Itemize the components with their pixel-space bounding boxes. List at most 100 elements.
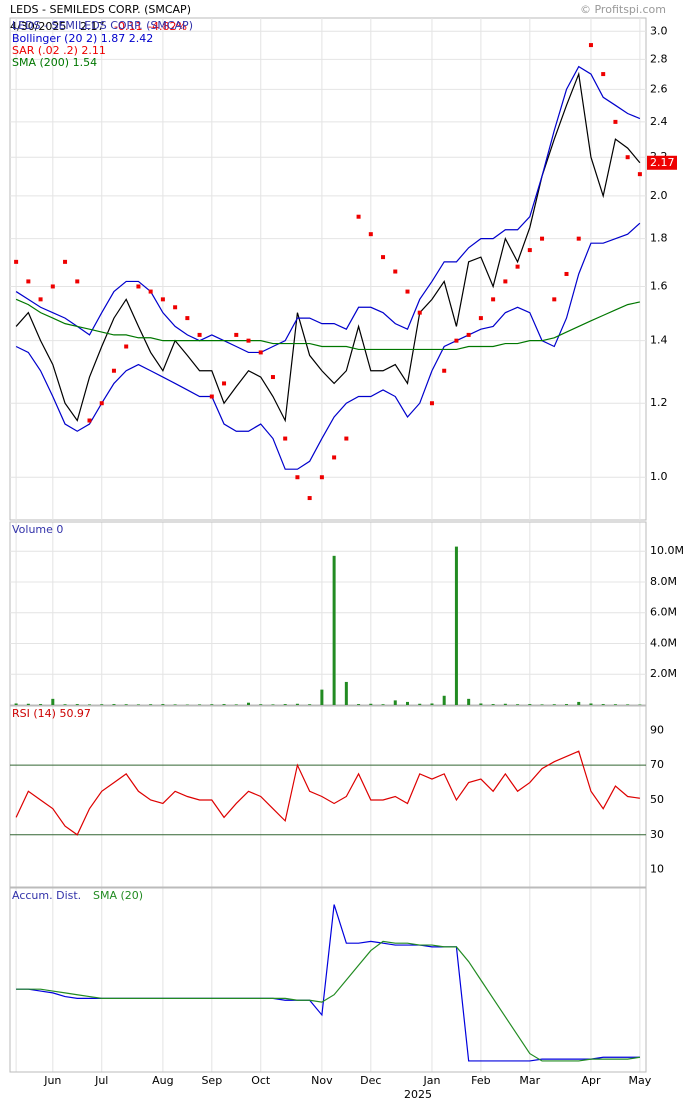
volume-bar: [492, 704, 495, 705]
volume-bar: [602, 704, 605, 705]
sar-dot: [75, 279, 79, 283]
sar-dot: [528, 248, 532, 252]
y-tick-label: 70: [650, 758, 664, 771]
y-tick-label: 8.0M: [650, 575, 677, 588]
y-tick-label: 6.0M: [650, 606, 677, 619]
sar-dot: [418, 311, 422, 315]
x-tick-label: Feb: [471, 1074, 490, 1087]
sar-dot: [577, 237, 581, 241]
year-label: 2025: [404, 1088, 432, 1101]
volume-bar: [528, 704, 531, 705]
y-tick-label: 90: [650, 723, 664, 736]
volume-bar: [430, 703, 433, 705]
volume-bar: [223, 704, 226, 705]
sar-dot: [638, 172, 642, 176]
sar-dot: [344, 437, 348, 441]
sar-dot: [51, 284, 55, 288]
volume-bar: [112, 704, 115, 705]
sar-dot: [161, 297, 165, 301]
y-tick-label: 1.0: [650, 470, 668, 483]
volume-bar: [418, 704, 421, 705]
y-tick-label: 1.8: [650, 232, 668, 245]
sar-dot: [14, 260, 18, 264]
x-tick-label: Mar: [519, 1074, 540, 1087]
legend-entry: SMA (200) 1.54: [12, 56, 97, 69]
sar-dot: [295, 475, 299, 479]
sar-dot: [259, 350, 263, 354]
volume-bar: [235, 704, 238, 705]
volume-bar: [626, 704, 629, 705]
volume-bar: [369, 704, 372, 705]
y-tick-label: 1.2: [650, 396, 668, 409]
volume-bar: [39, 704, 42, 705]
x-tick-label: May: [629, 1074, 652, 1087]
sar-dot: [271, 375, 275, 379]
x-tick-label: Sep: [201, 1074, 222, 1087]
sar-dot: [381, 255, 385, 259]
sar-dot: [393, 270, 397, 274]
chart-title: LEDS - SEMILEDS CORP. (SMCAP): [10, 3, 191, 16]
panel-title: LEDS - SEMILEDS CORP. (SMCAP): [12, 19, 193, 32]
sar-dot: [601, 72, 605, 76]
volume-bar: [51, 699, 54, 705]
volume-bar: [174, 704, 177, 705]
sar-dot: [39, 297, 43, 301]
sar-dot: [88, 419, 92, 423]
sar-dot: [589, 43, 593, 47]
volume-bar: [259, 704, 262, 705]
sar-dot: [369, 232, 373, 236]
volume-bar: [541, 704, 544, 705]
x-tick-label: Oct: [251, 1074, 271, 1087]
volume-bar: [394, 700, 397, 705]
sar-dot: [210, 395, 214, 399]
sar-dot: [149, 290, 153, 294]
watermark: © Profitspi.com: [580, 3, 666, 16]
sar-dot: [406, 290, 410, 294]
panel-title: Volume 0: [12, 523, 63, 536]
sar-dot: [540, 237, 544, 241]
volume-bar: [27, 704, 30, 705]
volume-bar: [198, 704, 201, 705]
volume-bar: [88, 704, 91, 705]
volume-bar: [296, 704, 299, 705]
sar-dot: [136, 284, 140, 288]
sar-dot: [63, 260, 67, 264]
panel-title: RSI (14) 50.97: [12, 707, 91, 720]
y-tick-label: 3.0: [650, 24, 668, 37]
y-tick-label: 2.8: [650, 52, 668, 65]
volume-bar: [308, 704, 311, 705]
volume-bar: [125, 704, 128, 705]
sar-dot: [491, 297, 495, 301]
y-tick-label: 10: [650, 863, 664, 876]
y-tick-label: 2.0M: [650, 667, 677, 680]
volume-bar: [161, 704, 164, 705]
volume-bar: [589, 703, 592, 705]
volume-bar: [210, 704, 213, 705]
volume-bar: [247, 703, 250, 705]
sar-dot: [565, 272, 569, 276]
volume-bar: [467, 699, 470, 705]
volume-bar: [64, 704, 67, 705]
legend-entry: SMA (20): [93, 889, 143, 902]
y-tick-label: 30: [650, 828, 664, 841]
volume-bar: [149, 704, 152, 705]
volume-bar: [577, 702, 580, 705]
sar-dot: [198, 333, 202, 337]
x-tick-label: Jun: [43, 1074, 61, 1087]
volume-bar: [345, 682, 348, 705]
volume-bar: [320, 690, 323, 705]
sar-dot: [442, 369, 446, 373]
x-tick-label: Jul: [94, 1074, 108, 1087]
x-tick-label: Apr: [581, 1074, 601, 1087]
sar-dot: [124, 345, 128, 349]
sar-dot: [467, 333, 471, 337]
x-tick-label: Dec: [360, 1074, 381, 1087]
volume-bar: [443, 696, 446, 705]
sar-dot: [357, 215, 361, 219]
x-tick-label: Jan: [422, 1074, 440, 1087]
volume-bar: [455, 547, 458, 705]
volume-bar: [284, 704, 287, 705]
y-tick-label: 2.4: [650, 115, 668, 128]
volume-bar: [76, 704, 79, 705]
sar-dot: [479, 316, 483, 320]
